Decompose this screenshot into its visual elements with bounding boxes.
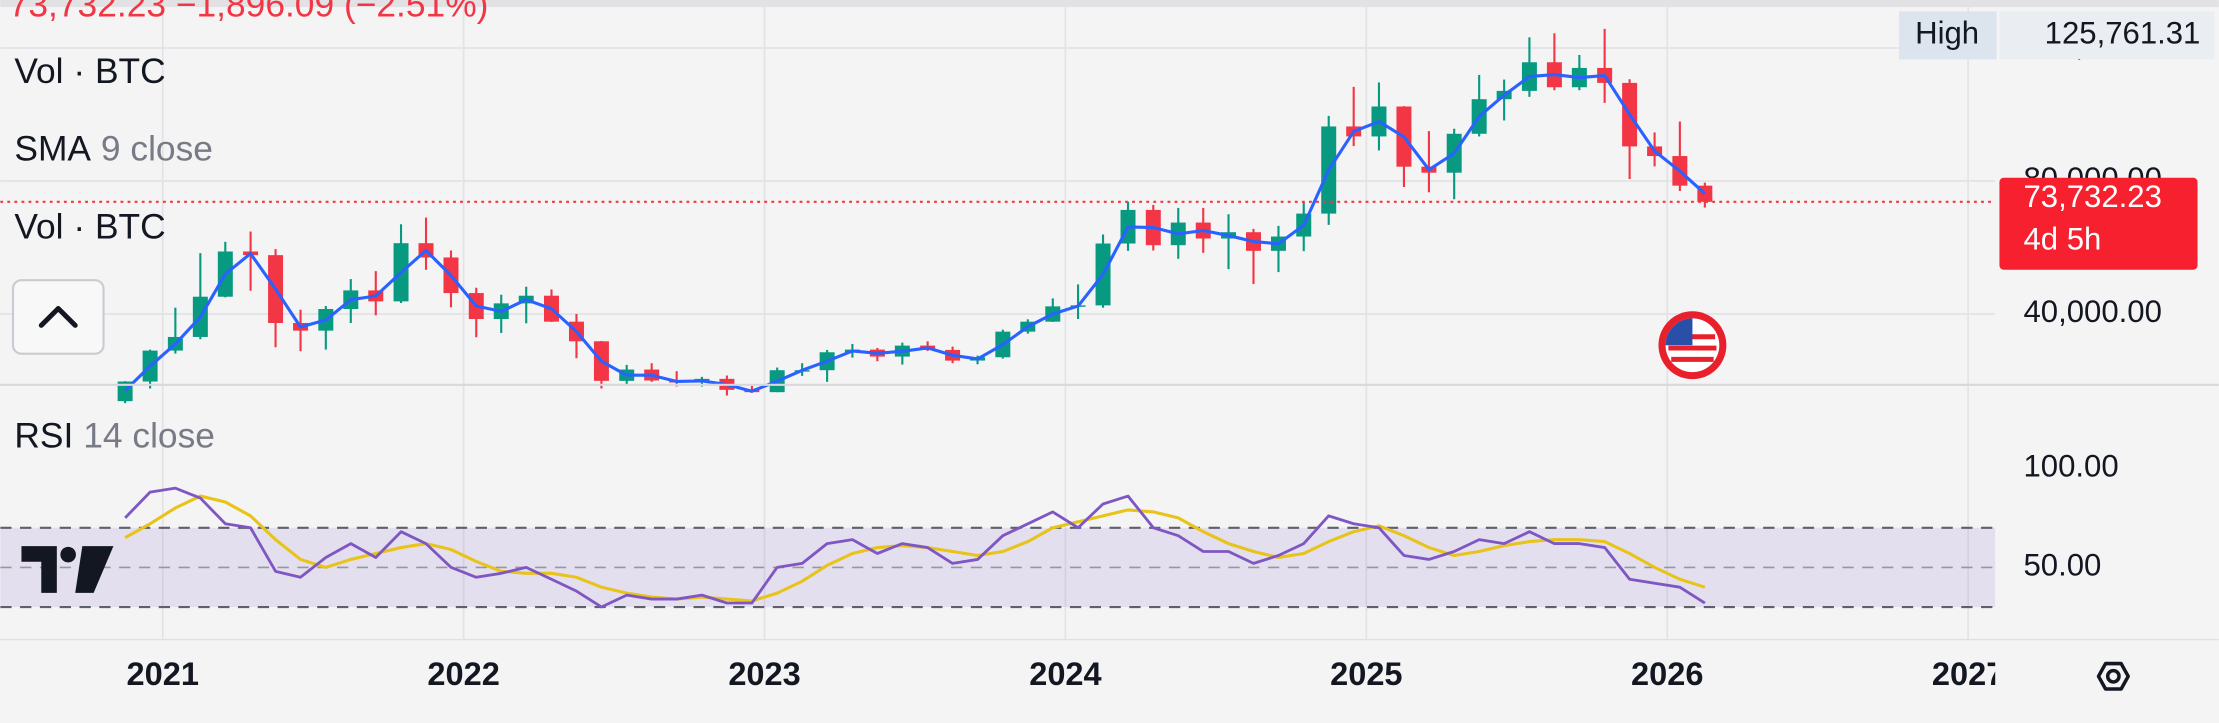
- collapse-button[interactable]: [11, 279, 105, 355]
- tv-logo: [21, 546, 114, 593]
- plot-area: 2021 2022 2023 2024 2025 2026 2027: [0, 7, 2004, 692]
- high-value-bg: [1999, 11, 2215, 60]
- logo-t: [21, 546, 57, 593]
- logo-v: [75, 546, 114, 593]
- chevron-up: [38, 305, 78, 328]
- legend-volume: Vol · BTC: [14, 52, 165, 91]
- last-price-label: 73,732.23: [2024, 179, 2162, 214]
- rsi-tick-label: 50.00: [2024, 548, 2102, 583]
- flag-canton: [1665, 318, 1693, 346]
- logo-dot: [60, 546, 76, 563]
- legend-sma: SMA 9 close: [14, 130, 213, 169]
- x-tick-label: 2024: [1029, 656, 1101, 692]
- rsi-line: [124, 486, 1706, 609]
- rsi-tick-label: 100.00: [2024, 449, 2119, 484]
- overlay: 73,732.23 −1,896.09 (−2.51%) Vol · BTC S…: [0, 0, 2219, 691]
- countdown: 4d 5h: [2024, 222, 2102, 257]
- x-tick-label: 2026: [1631, 656, 1703, 692]
- legend-rsi: RSI 14 close: [14, 417, 215, 456]
- gear-icon[interactable]: [2096, 661, 2130, 691]
- gear-hole: [2105, 668, 2121, 684]
- settings-button[interactable]: [2096, 661, 2130, 691]
- x-tick-label: 2021: [127, 656, 199, 692]
- x-tick-label: 2025: [1330, 656, 1402, 692]
- high-value: 125,761.31: [2045, 16, 2201, 51]
- high-label-bg: [1898, 11, 1997, 60]
- legend-sma-params: 9 close: [101, 130, 213, 169]
- top-edge: [0, 0, 2219, 8]
- high-label: High: [1915, 16, 1979, 51]
- x-tick-label: 2027: [1932, 656, 2004, 692]
- x-tick-label: 2022: [427, 656, 499, 692]
- legend-volume-2: Vol · BTC: [14, 208, 165, 247]
- collapse-button-box[interactable]: [11, 279, 105, 355]
- y-tick-label: 40,000.00: [2024, 294, 2162, 329]
- legend-rsi-name: RSI: [14, 417, 73, 456]
- legend-sma-name: SMA: [14, 130, 91, 169]
- high-box: High 125,761.31: [1898, 11, 2215, 60]
- last-price-tag: [1999, 177, 2198, 270]
- legend-rsi-params: 14 close: [83, 417, 215, 456]
- sma-line: [124, 73, 1706, 393]
- event-flag[interactable]: [1658, 311, 1727, 380]
- quote: 73,732.23 −1,896.09 (−2.51%): [9, 0, 489, 24]
- x-tick-label: 2023: [728, 656, 800, 692]
